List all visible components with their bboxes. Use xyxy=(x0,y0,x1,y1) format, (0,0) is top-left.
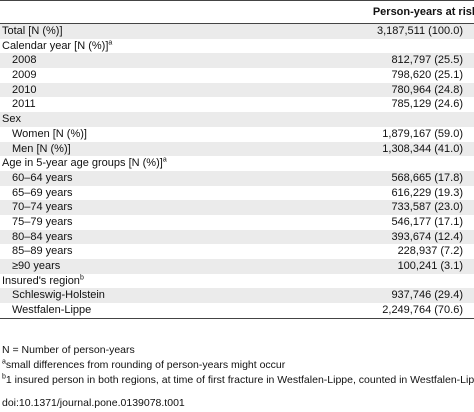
row: Sex xyxy=(0,112,474,127)
row: 80–84 years 393,674 (12.4) xyxy=(0,229,474,245)
row-label: 2010 xyxy=(12,83,37,96)
section-label: Insured's regionb xyxy=(2,274,84,289)
footnote-mark: a xyxy=(162,156,167,164)
footnote: N = Number of person-years xyxy=(2,344,135,356)
section-text: Sex xyxy=(2,113,21,126)
cell-value: 785,129 (24.6) xyxy=(391,98,463,111)
row: 2008 812,797 (25.5) xyxy=(0,53,474,69)
row-label: 70–74 years xyxy=(12,201,73,214)
footnote-mark: b xyxy=(79,274,84,282)
footnote: asmall differences from rounding of pers… xyxy=(2,358,286,372)
cell-value: 393,674 (12.4) xyxy=(391,230,463,243)
cell-value: 937,746 (29.4) xyxy=(391,289,463,302)
footnote-mark: a xyxy=(2,358,6,366)
row: Age in 5-year age groups [N (%)]a xyxy=(0,156,474,171)
cell-value: 568,665 (17.8) xyxy=(391,171,463,184)
cell-value: 1,879,167 (59.0) xyxy=(382,127,463,140)
row-label: ≥90 years xyxy=(12,260,61,272)
footnote: b1 insured person in both regions, at ti… xyxy=(2,373,474,387)
row: Calendar year [N (%)]a xyxy=(0,39,474,54)
cell-value: 780,964 (24.8) xyxy=(391,83,463,96)
section-text: Calendar year [N (%)] xyxy=(2,39,109,52)
row-label: 75–79 years xyxy=(12,215,73,228)
row-label: Total [N (%)] xyxy=(2,25,63,37)
section-text: Age in 5-year age groups [N (%)] xyxy=(2,157,163,170)
row-label: 65–69 years xyxy=(12,186,73,199)
row: 60–64 years 568,665 (17.8) xyxy=(0,170,474,186)
cell-value: 228,937 (7.2) xyxy=(397,245,463,258)
row: Insured's regionb xyxy=(0,274,474,289)
cell-value: 100,241 (3.1) xyxy=(397,260,463,272)
row: 2011 785,129 (24.6) xyxy=(0,97,474,112)
row: ≥90 years 100,241 (3.1) xyxy=(0,259,474,274)
section-label: Calendar year [N (%)]a xyxy=(2,39,112,54)
cell-value: 812,797 (25.5) xyxy=(391,54,463,67)
cell-value: 1,308,344 (41.0) xyxy=(382,142,463,155)
header-row: Person-years at risk xyxy=(0,1,474,24)
row-label: 60–64 years xyxy=(12,171,73,184)
cell-value: 733,587 (23.0) xyxy=(391,201,463,214)
row-label: Men [N (%)] xyxy=(12,142,71,155)
row-label: Schleswig-Holstein xyxy=(12,289,105,302)
table: Person-years at risk Total [N (%)] 3,187,… xyxy=(0,0,474,319)
cell-value: 616,229 (19.3) xyxy=(391,186,463,199)
header-cell: Person-years at risk xyxy=(372,6,474,18)
row: 2009 798,620 (25.1) xyxy=(0,68,474,83)
cell-value: 2,249,764 (70.6) xyxy=(382,304,463,317)
row-label: Women [N (%)] xyxy=(12,127,87,140)
row: Total [N (%)] 3,187,511 (100.0) xyxy=(0,24,474,39)
row: 85–89 years 228,937 (7.2) xyxy=(0,244,474,259)
row-label: 85–89 years xyxy=(12,245,73,258)
row: Women [N (%)] 1,879,167 (59.0) xyxy=(0,127,474,142)
section-text: Insured's region xyxy=(2,274,80,287)
footnote-mark: a xyxy=(108,39,113,47)
footnote-text: small differences from rounding of perso… xyxy=(5,359,286,371)
footnote-text: 1 insured person in both regions, at tim… xyxy=(5,374,474,386)
cell-value: 3,187,511 (100.0) xyxy=(376,25,463,37)
row: Schleswig-Holstein 937,746 (29.4) xyxy=(0,288,474,304)
section-label: Sex xyxy=(2,112,21,127)
cell-value: 798,620 (25.1) xyxy=(391,69,463,82)
section-label: Age in 5-year age groups [N (%)]a xyxy=(2,156,167,171)
row-label: 2008 xyxy=(12,54,37,67)
row: 65–69 years 616,229 (19.3) xyxy=(0,186,474,201)
row: Westfalen-Lippe 2,249,764 (70.6) xyxy=(0,303,474,318)
row: 75–79 years 546,177 (17.1) xyxy=(0,215,474,230)
row: 2010 780,964 (24.8) xyxy=(0,82,474,98)
row-label: 2011 xyxy=(12,98,36,111)
row: Men [N (%)] 1,308,344 (41.0) xyxy=(0,141,474,157)
row: 70–74 years 733,587 (23.0) xyxy=(0,200,474,215)
row-label: 2009 xyxy=(12,69,37,82)
cell-value: 546,177 (17.1) xyxy=(391,215,463,228)
row-label: Westfalen-Lippe xyxy=(12,304,92,317)
row-label: 80–84 years xyxy=(12,230,73,243)
footnote-mark: b xyxy=(2,373,6,381)
doi: doi:10.1371/journal.pone.0139078.t001 xyxy=(2,397,185,409)
